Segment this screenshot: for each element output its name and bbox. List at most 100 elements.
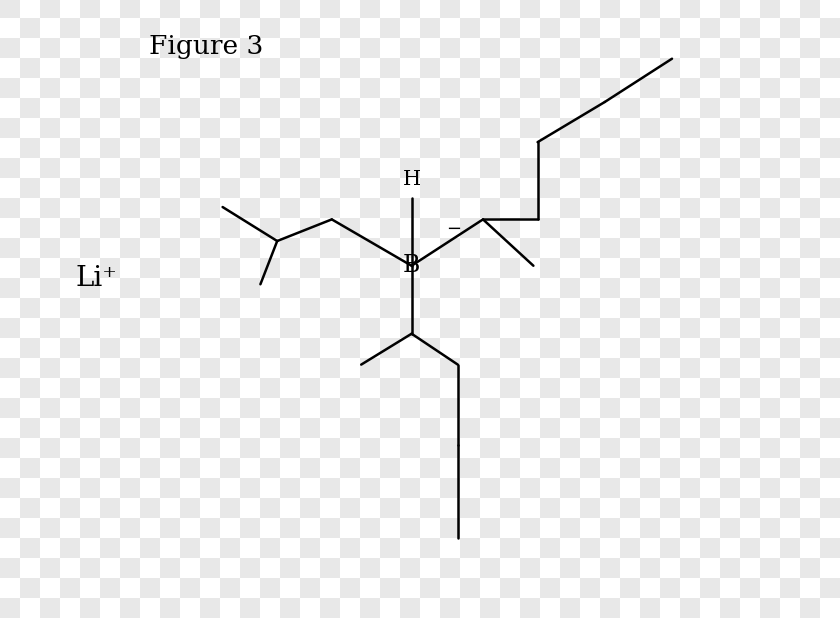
Bar [380, 478, 400, 498]
Bar [280, 178, 300, 198]
Bar [160, 478, 180, 498]
Bar [780, 498, 800, 518]
Bar [480, 78, 500, 98]
Bar [780, 98, 800, 118]
Bar [500, 398, 520, 418]
Bar [660, 418, 680, 438]
Bar [120, 298, 140, 318]
Bar [220, 98, 240, 118]
Bar [100, 458, 120, 478]
Bar [40, 298, 60, 318]
Bar [640, 338, 660, 358]
Bar [200, 18, 220, 38]
Bar [100, 438, 120, 458]
Bar [320, 478, 340, 498]
Bar [660, 518, 680, 538]
Bar [60, 538, 80, 558]
Bar [640, 378, 660, 398]
Bar [140, 38, 160, 58]
Bar [740, 38, 760, 58]
Bar [740, 458, 760, 478]
Bar [380, 118, 400, 138]
Bar [120, 218, 140, 238]
Bar [740, 378, 760, 398]
Bar [560, 38, 580, 58]
Bar [200, 598, 220, 618]
Bar [120, 158, 140, 178]
Bar [40, 398, 60, 418]
Bar [160, 218, 180, 238]
Bar [320, 578, 340, 598]
Bar [680, 538, 700, 558]
Bar [720, 338, 740, 358]
Bar [800, 18, 820, 38]
Bar [320, 218, 340, 238]
Bar [760, 438, 780, 458]
Bar [240, 198, 260, 218]
Bar [760, 258, 780, 278]
Bar [260, 198, 280, 218]
Bar [40, 98, 60, 118]
Bar [60, 18, 80, 38]
Bar [80, 38, 100, 58]
Bar [80, 238, 100, 258]
Bar [580, 178, 600, 198]
Bar [300, 98, 320, 118]
Bar [60, 258, 80, 278]
Bar [280, 198, 300, 218]
Bar [20, 118, 40, 138]
Bar [640, 258, 660, 278]
Bar [160, 358, 180, 378]
Bar [340, 598, 360, 618]
Bar [620, 258, 640, 278]
Bar [280, 98, 300, 118]
Bar [620, 538, 640, 558]
Bar [740, 78, 760, 98]
Bar [800, 338, 820, 358]
Bar [20, 198, 40, 218]
Bar [520, 78, 540, 98]
Bar [720, 158, 740, 178]
Bar [640, 218, 660, 238]
Bar [380, 578, 400, 598]
Bar [220, 58, 240, 78]
Bar [340, 398, 360, 418]
Bar [480, 0, 500, 18]
Bar [320, 158, 340, 178]
Bar [300, 58, 320, 78]
Bar [340, 78, 360, 98]
Bar [100, 0, 120, 18]
Bar [780, 138, 800, 158]
Bar [400, 278, 420, 298]
Bar [260, 458, 280, 478]
Bar [180, 438, 200, 458]
Bar [820, 238, 840, 258]
Bar [680, 478, 700, 498]
Bar [680, 458, 700, 478]
Bar [520, 158, 540, 178]
Bar [440, 418, 460, 438]
Bar [400, 558, 420, 578]
Bar [140, 598, 160, 618]
Bar [180, 338, 200, 358]
Bar [680, 158, 700, 178]
Bar [180, 598, 200, 618]
Bar [240, 178, 260, 198]
Bar [60, 78, 80, 98]
Bar [80, 138, 100, 158]
Bar [200, 258, 220, 278]
Bar [640, 78, 660, 98]
Bar [40, 378, 60, 398]
Bar [0, 438, 20, 458]
Bar [460, 298, 480, 318]
Bar [540, 598, 560, 618]
Bar [160, 258, 180, 278]
Bar [340, 278, 360, 298]
Bar [520, 398, 540, 418]
Bar [280, 578, 300, 598]
Bar [660, 238, 680, 258]
Bar [660, 538, 680, 558]
Bar [520, 278, 540, 298]
Bar [600, 558, 620, 578]
Bar [40, 0, 60, 18]
